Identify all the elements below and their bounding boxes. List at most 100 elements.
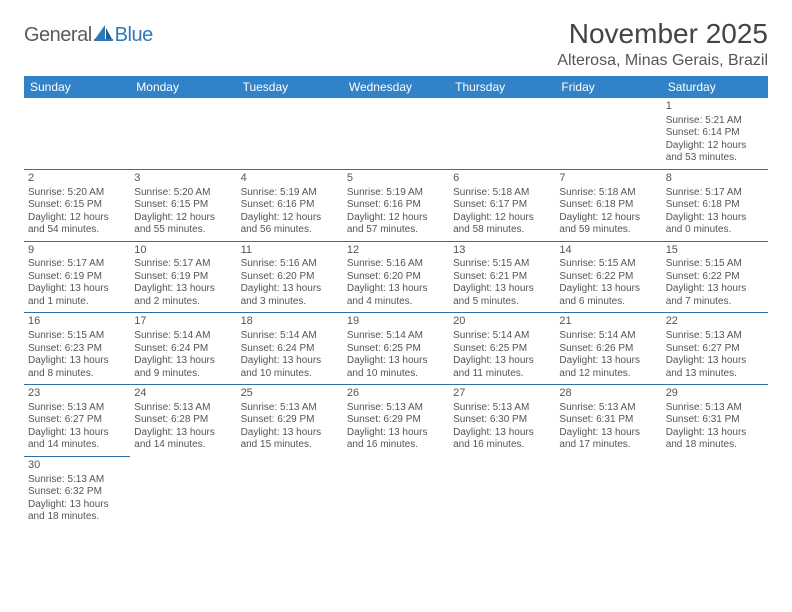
sunrise-text: Sunrise: 5:15 AM	[666, 258, 764, 271]
sunrise-text: Sunrise: 5:18 AM	[559, 187, 657, 200]
day-number: 3	[134, 172, 232, 186]
day-number: 11	[241, 244, 339, 258]
sunrise-text: Sunrise: 5:20 AM	[134, 187, 232, 200]
generalblue-logo: General Blue	[24, 18, 153, 47]
calendar-day-cell: 10Sunrise: 5:17 AMSunset: 6:19 PMDayligh…	[130, 241, 236, 313]
calendar-day-cell: 30Sunrise: 5:13 AMSunset: 6:32 PMDayligh…	[24, 456, 130, 527]
day-number: 1	[666, 100, 764, 114]
calendar-empty-cell	[449, 456, 555, 527]
sunset-text: Sunset: 6:24 PM	[134, 343, 232, 356]
sunset-text: Sunset: 6:18 PM	[666, 199, 764, 212]
daylight-text: Daylight: 13 hours and 15 minutes.	[241, 427, 339, 452]
sunrise-text: Sunrise: 5:17 AM	[666, 187, 764, 200]
weekday-header: Saturday	[662, 76, 768, 98]
sunrise-text: Sunrise: 5:14 AM	[559, 330, 657, 343]
sunrise-text: Sunrise: 5:17 AM	[28, 258, 126, 271]
calendar-day-cell: 13Sunrise: 5:15 AMSunset: 6:21 PMDayligh…	[449, 241, 555, 313]
daylight-text: Daylight: 13 hours and 9 minutes.	[134, 355, 232, 380]
day-number: 15	[666, 244, 764, 258]
calendar-body: 1Sunrise: 5:21 AMSunset: 6:14 PMDaylight…	[24, 98, 768, 528]
calendar-day-cell: 5Sunrise: 5:19 AMSunset: 6:16 PMDaylight…	[343, 169, 449, 241]
calendar-day-cell: 17Sunrise: 5:14 AMSunset: 6:24 PMDayligh…	[130, 313, 236, 385]
daylight-text: Daylight: 13 hours and 13 minutes.	[666, 355, 764, 380]
calendar-day-cell: 4Sunrise: 5:19 AMSunset: 6:16 PMDaylight…	[237, 169, 343, 241]
daylight-text: Daylight: 13 hours and 10 minutes.	[241, 355, 339, 380]
calendar-empty-cell	[237, 456, 343, 527]
calendar-empty-cell	[343, 456, 449, 527]
sunset-text: Sunset: 6:22 PM	[666, 271, 764, 284]
sunset-text: Sunset: 6:29 PM	[347, 414, 445, 427]
sunset-text: Sunset: 6:28 PM	[134, 414, 232, 427]
day-number: 18	[241, 315, 339, 329]
calendar-day-cell: 6Sunrise: 5:18 AMSunset: 6:17 PMDaylight…	[449, 169, 555, 241]
daylight-text: Daylight: 13 hours and 10 minutes.	[347, 355, 445, 380]
sunrise-text: Sunrise: 5:14 AM	[241, 330, 339, 343]
calendar-week-row: 2Sunrise: 5:20 AMSunset: 6:15 PMDaylight…	[24, 169, 768, 241]
sunrise-text: Sunrise: 5:17 AM	[134, 258, 232, 271]
calendar-empty-cell	[130, 98, 236, 169]
sunset-text: Sunset: 6:16 PM	[241, 199, 339, 212]
calendar-table: SundayMondayTuesdayWednesdayThursdayFrid…	[24, 76, 768, 528]
calendar-empty-cell	[237, 98, 343, 169]
day-number: 4	[241, 172, 339, 186]
sunset-text: Sunset: 6:25 PM	[453, 343, 551, 356]
daylight-text: Daylight: 13 hours and 3 minutes.	[241, 283, 339, 308]
sunset-text: Sunset: 6:15 PM	[28, 199, 126, 212]
weekday-header: Friday	[555, 76, 661, 98]
day-number: 25	[241, 387, 339, 401]
header-row: General Blue November 2025 Alterosa, Min…	[24, 18, 768, 70]
sunrise-text: Sunrise: 5:18 AM	[453, 187, 551, 200]
daylight-text: Daylight: 13 hours and 16 minutes.	[453, 427, 551, 452]
sunset-text: Sunset: 6:30 PM	[453, 414, 551, 427]
sunrise-text: Sunrise: 5:13 AM	[453, 402, 551, 415]
day-number: 19	[347, 315, 445, 329]
day-number: 29	[666, 387, 764, 401]
day-number: 17	[134, 315, 232, 329]
daylight-text: Daylight: 13 hours and 8 minutes.	[28, 355, 126, 380]
calendar-empty-cell	[24, 98, 130, 169]
sunrise-text: Sunrise: 5:13 AM	[134, 402, 232, 415]
weekday-header: Tuesday	[237, 76, 343, 98]
sunrise-text: Sunrise: 5:16 AM	[241, 258, 339, 271]
sunrise-text: Sunrise: 5:13 AM	[347, 402, 445, 415]
weekday-header: Wednesday	[343, 76, 449, 98]
calendar-week-row: 16Sunrise: 5:15 AMSunset: 6:23 PMDayligh…	[24, 313, 768, 385]
daylight-text: Daylight: 13 hours and 16 minutes.	[347, 427, 445, 452]
sunrise-text: Sunrise: 5:13 AM	[28, 402, 126, 415]
sunrise-text: Sunrise: 5:20 AM	[28, 187, 126, 200]
calendar-week-row: 23Sunrise: 5:13 AMSunset: 6:27 PMDayligh…	[24, 385, 768, 457]
calendar-day-cell: 11Sunrise: 5:16 AMSunset: 6:20 PMDayligh…	[237, 241, 343, 313]
sunset-text: Sunset: 6:20 PM	[241, 271, 339, 284]
sunset-text: Sunset: 6:22 PM	[559, 271, 657, 284]
sunset-text: Sunset: 6:31 PM	[666, 414, 764, 427]
calendar-day-cell: 9Sunrise: 5:17 AMSunset: 6:19 PMDaylight…	[24, 241, 130, 313]
sunset-text: Sunset: 6:27 PM	[666, 343, 764, 356]
calendar-day-cell: 19Sunrise: 5:14 AMSunset: 6:25 PMDayligh…	[343, 313, 449, 385]
calendar-day-cell: 1Sunrise: 5:21 AMSunset: 6:14 PMDaylight…	[662, 98, 768, 169]
sunrise-text: Sunrise: 5:13 AM	[241, 402, 339, 415]
day-number: 27	[453, 387, 551, 401]
sunset-text: Sunset: 6:31 PM	[559, 414, 657, 427]
day-number: 16	[28, 315, 126, 329]
calendar-empty-cell	[343, 98, 449, 169]
daylight-text: Daylight: 12 hours and 58 minutes.	[453, 212, 551, 237]
daylight-text: Daylight: 13 hours and 1 minute.	[28, 283, 126, 308]
daylight-text: Daylight: 13 hours and 2 minutes.	[134, 283, 232, 308]
sunset-text: Sunset: 6:17 PM	[453, 199, 551, 212]
daylight-text: Daylight: 13 hours and 18 minutes.	[28, 499, 126, 524]
day-number: 21	[559, 315, 657, 329]
daylight-text: Daylight: 13 hours and 18 minutes.	[666, 427, 764, 452]
sunset-text: Sunset: 6:20 PM	[347, 271, 445, 284]
sunset-text: Sunset: 6:18 PM	[559, 199, 657, 212]
weekday-header: Thursday	[449, 76, 555, 98]
sunrise-text: Sunrise: 5:21 AM	[666, 115, 764, 128]
sunrise-text: Sunrise: 5:13 AM	[666, 330, 764, 343]
calendar-day-cell: 25Sunrise: 5:13 AMSunset: 6:29 PMDayligh…	[237, 385, 343, 457]
calendar-day-cell: 24Sunrise: 5:13 AMSunset: 6:28 PMDayligh…	[130, 385, 236, 457]
calendar-week-row: 1Sunrise: 5:21 AMSunset: 6:14 PMDaylight…	[24, 98, 768, 169]
day-number: 22	[666, 315, 764, 329]
calendar-day-cell: 29Sunrise: 5:13 AMSunset: 6:31 PMDayligh…	[662, 385, 768, 457]
sunset-text: Sunset: 6:32 PM	[28, 486, 126, 499]
day-number: 26	[347, 387, 445, 401]
daylight-text: Daylight: 12 hours and 53 minutes.	[666, 140, 764, 165]
